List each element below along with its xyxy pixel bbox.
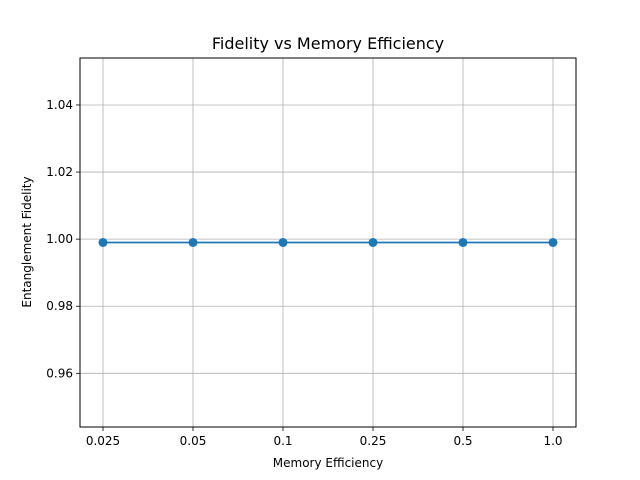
x-tick-label: 0.1 (273, 434, 292, 448)
series-layer (98, 238, 558, 247)
data-point (98, 238, 108, 247)
x-tick-label: 1.0 (543, 434, 562, 448)
chart-title: Fidelity vs Memory Efficiency (212, 34, 444, 53)
y-tick-label: 1.04 (46, 98, 73, 112)
x-axis-label: Memory Efficiency (273, 456, 383, 470)
data-point (458, 238, 468, 247)
data-point (278, 238, 288, 247)
x-tick-label: 0.05 (180, 434, 207, 448)
y-tick-label: 0.96 (46, 366, 73, 380)
x-tick-label: 0.025 (86, 434, 120, 448)
axis-ticks: 0.025 0.05 0.1 0.25 0.5 1.0 0.96 0.98 1.00 1.02 1.… (46, 98, 562, 448)
y-axis-label: Entanglement Fidelity (20, 176, 34, 307)
data-point (368, 238, 378, 247)
y-tick-label: 1.02 (46, 165, 73, 179)
data-point (188, 238, 198, 247)
data-point (548, 238, 558, 247)
plot-area-frame (79, 57, 577, 428)
x-tick-label: 0.5 (453, 434, 472, 448)
y-tick-label: 1.00 (46, 232, 73, 246)
y-tick-label: 0.98 (46, 299, 73, 313)
x-tick-label: 0.25 (360, 434, 387, 448)
